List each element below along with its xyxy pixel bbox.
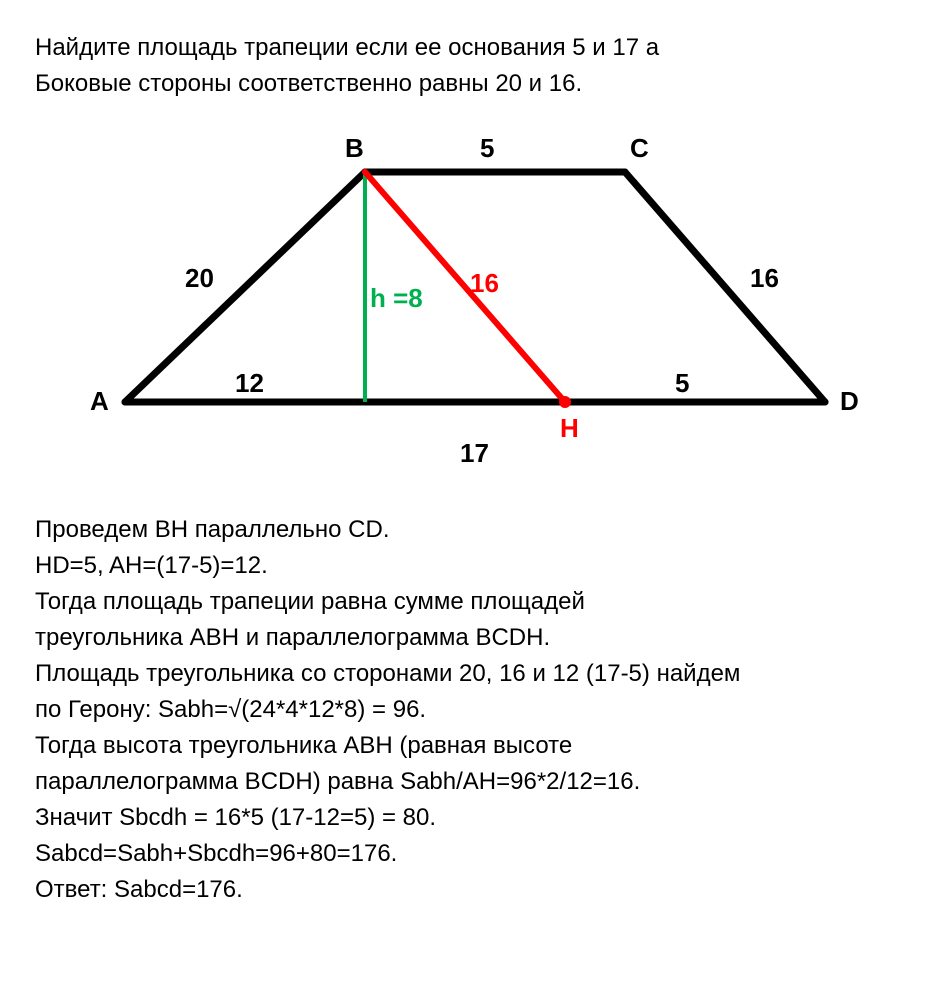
svg-text:C: C xyxy=(630,133,649,163)
problem-line1: Найдите площадь трапеции если ее основан… xyxy=(35,34,659,61)
trapezoid-diagram: A B C D H 20 5 16 16 h =8 12 5 17 xyxy=(35,122,899,487)
solution-line-2: Тогда площадь трапеции равна сумме площа… xyxy=(35,584,899,620)
solution-line-1: HD=5, AH=(17-5)=12. xyxy=(35,548,899,584)
svg-text:16: 16 xyxy=(750,263,779,293)
solution-line-5: по Герону: Sabh=√(24*4*12*8) = 96. xyxy=(35,692,899,728)
svg-text:D: D xyxy=(840,386,859,416)
solution-line-6: Тогда высота треугольника ABH (равная вы… xyxy=(35,728,899,764)
svg-text:5: 5 xyxy=(675,368,689,398)
svg-text:16: 16 xyxy=(470,268,499,298)
svg-text:h =8: h =8 xyxy=(370,283,423,313)
svg-text:B: B xyxy=(345,133,364,163)
solution-line-4: Площадь треугольника со сторонами 20, 16… xyxy=(35,656,899,692)
svg-text:5: 5 xyxy=(480,133,494,163)
solution-line-7: параллелограмма BCDH) равна Sabh/AH=96*2… xyxy=(35,764,899,800)
svg-text:H: H xyxy=(560,413,579,443)
solution-line-9: Sabcd=Sabh+Sbcdh=96+80=176. xyxy=(35,836,899,872)
solution-line-0: Проведем BH параллельно CD. xyxy=(35,512,899,548)
solution-line-3: треугольника ABH и параллелограмма BCDH. xyxy=(35,620,899,656)
problem-statement: Найдите площадь трапеции если ее основан… xyxy=(35,30,899,102)
diagram-svg: A B C D H 20 5 16 16 h =8 12 5 17 xyxy=(35,122,895,482)
svg-text:A: A xyxy=(90,386,109,416)
solution-block: Проведем BH параллельно CD.HD=5, AH=(17-… xyxy=(35,512,899,908)
problem-line2: Боковые стороны соответственно равны 20 … xyxy=(35,70,582,97)
svg-text:20: 20 xyxy=(185,263,214,293)
solution-line-8: Значит Sbcdh = 16*5 (17-12=5) = 80. xyxy=(35,800,899,836)
svg-text:12: 12 xyxy=(235,368,264,398)
svg-text:17: 17 xyxy=(460,438,489,468)
solution-line-10: Ответ: Sabcd=176. xyxy=(35,872,899,908)
